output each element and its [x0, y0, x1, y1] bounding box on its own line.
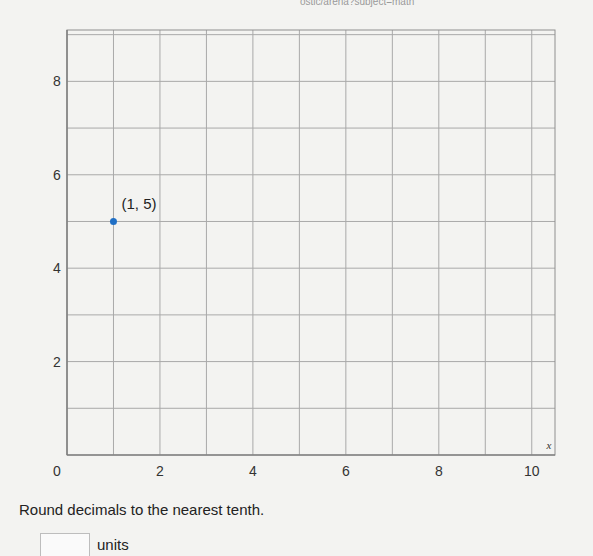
x-tick-label: 8 [435, 463, 443, 479]
x-tick-label: 2 [156, 463, 164, 479]
minor-grid-line-x [113, 30, 114, 455]
grid [67, 30, 555, 455]
grid-line-x [345, 30, 346, 455]
plot-frame [67, 30, 555, 455]
y-tick-label: 0 [53, 463, 61, 479]
minor-grid-line-x [485, 30, 486, 455]
minor-grid-line-x [206, 30, 207, 455]
header-url: ostic/arena?subject=math [300, 0, 414, 7]
instructions: Round decimals to the nearest tenth. [19, 501, 264, 518]
points [110, 218, 117, 225]
y-tick-label: 4 [53, 260, 61, 276]
grid-line-y [67, 268, 555, 269]
point [110, 218, 117, 225]
minor-grid-line-y [67, 128, 555, 129]
grid-line-y [67, 81, 555, 82]
grid-line-x [531, 30, 532, 455]
x-tick-label: 6 [342, 463, 350, 479]
point-label: (1, 5) [121, 195, 156, 212]
grid-line-y [67, 455, 555, 456]
answer-unit: units [97, 536, 129, 553]
answer-input[interactable] [40, 533, 90, 556]
minor-grid-line-x [392, 30, 393, 455]
minor-grid-line-y [67, 34, 555, 35]
grid-line-x [67, 30, 68, 455]
x-tick-label: 10 [524, 463, 540, 479]
grid-line-x [159, 30, 160, 455]
x-tick-label: 4 [249, 463, 257, 479]
y-tick-label: 6 [53, 167, 61, 183]
chart: 024681002468x(1, 5) [0, 0, 593, 556]
minor-grid-line-y [67, 221, 555, 222]
y-tick-label: 8 [53, 73, 61, 89]
y-axis [66, 30, 67, 455]
y-tick-label: 2 [53, 354, 61, 370]
minor-grid-line-y [67, 408, 555, 409]
grid-line-y [67, 174, 555, 175]
x-axis-label: x [546, 439, 552, 451]
x-axis [67, 454, 555, 455]
minor-grid-line-y [67, 314, 555, 315]
grid-line-y [67, 361, 555, 362]
grid-line-x [438, 30, 439, 455]
minor-grid-line-x [299, 30, 300, 455]
grid-line-x [252, 30, 253, 455]
